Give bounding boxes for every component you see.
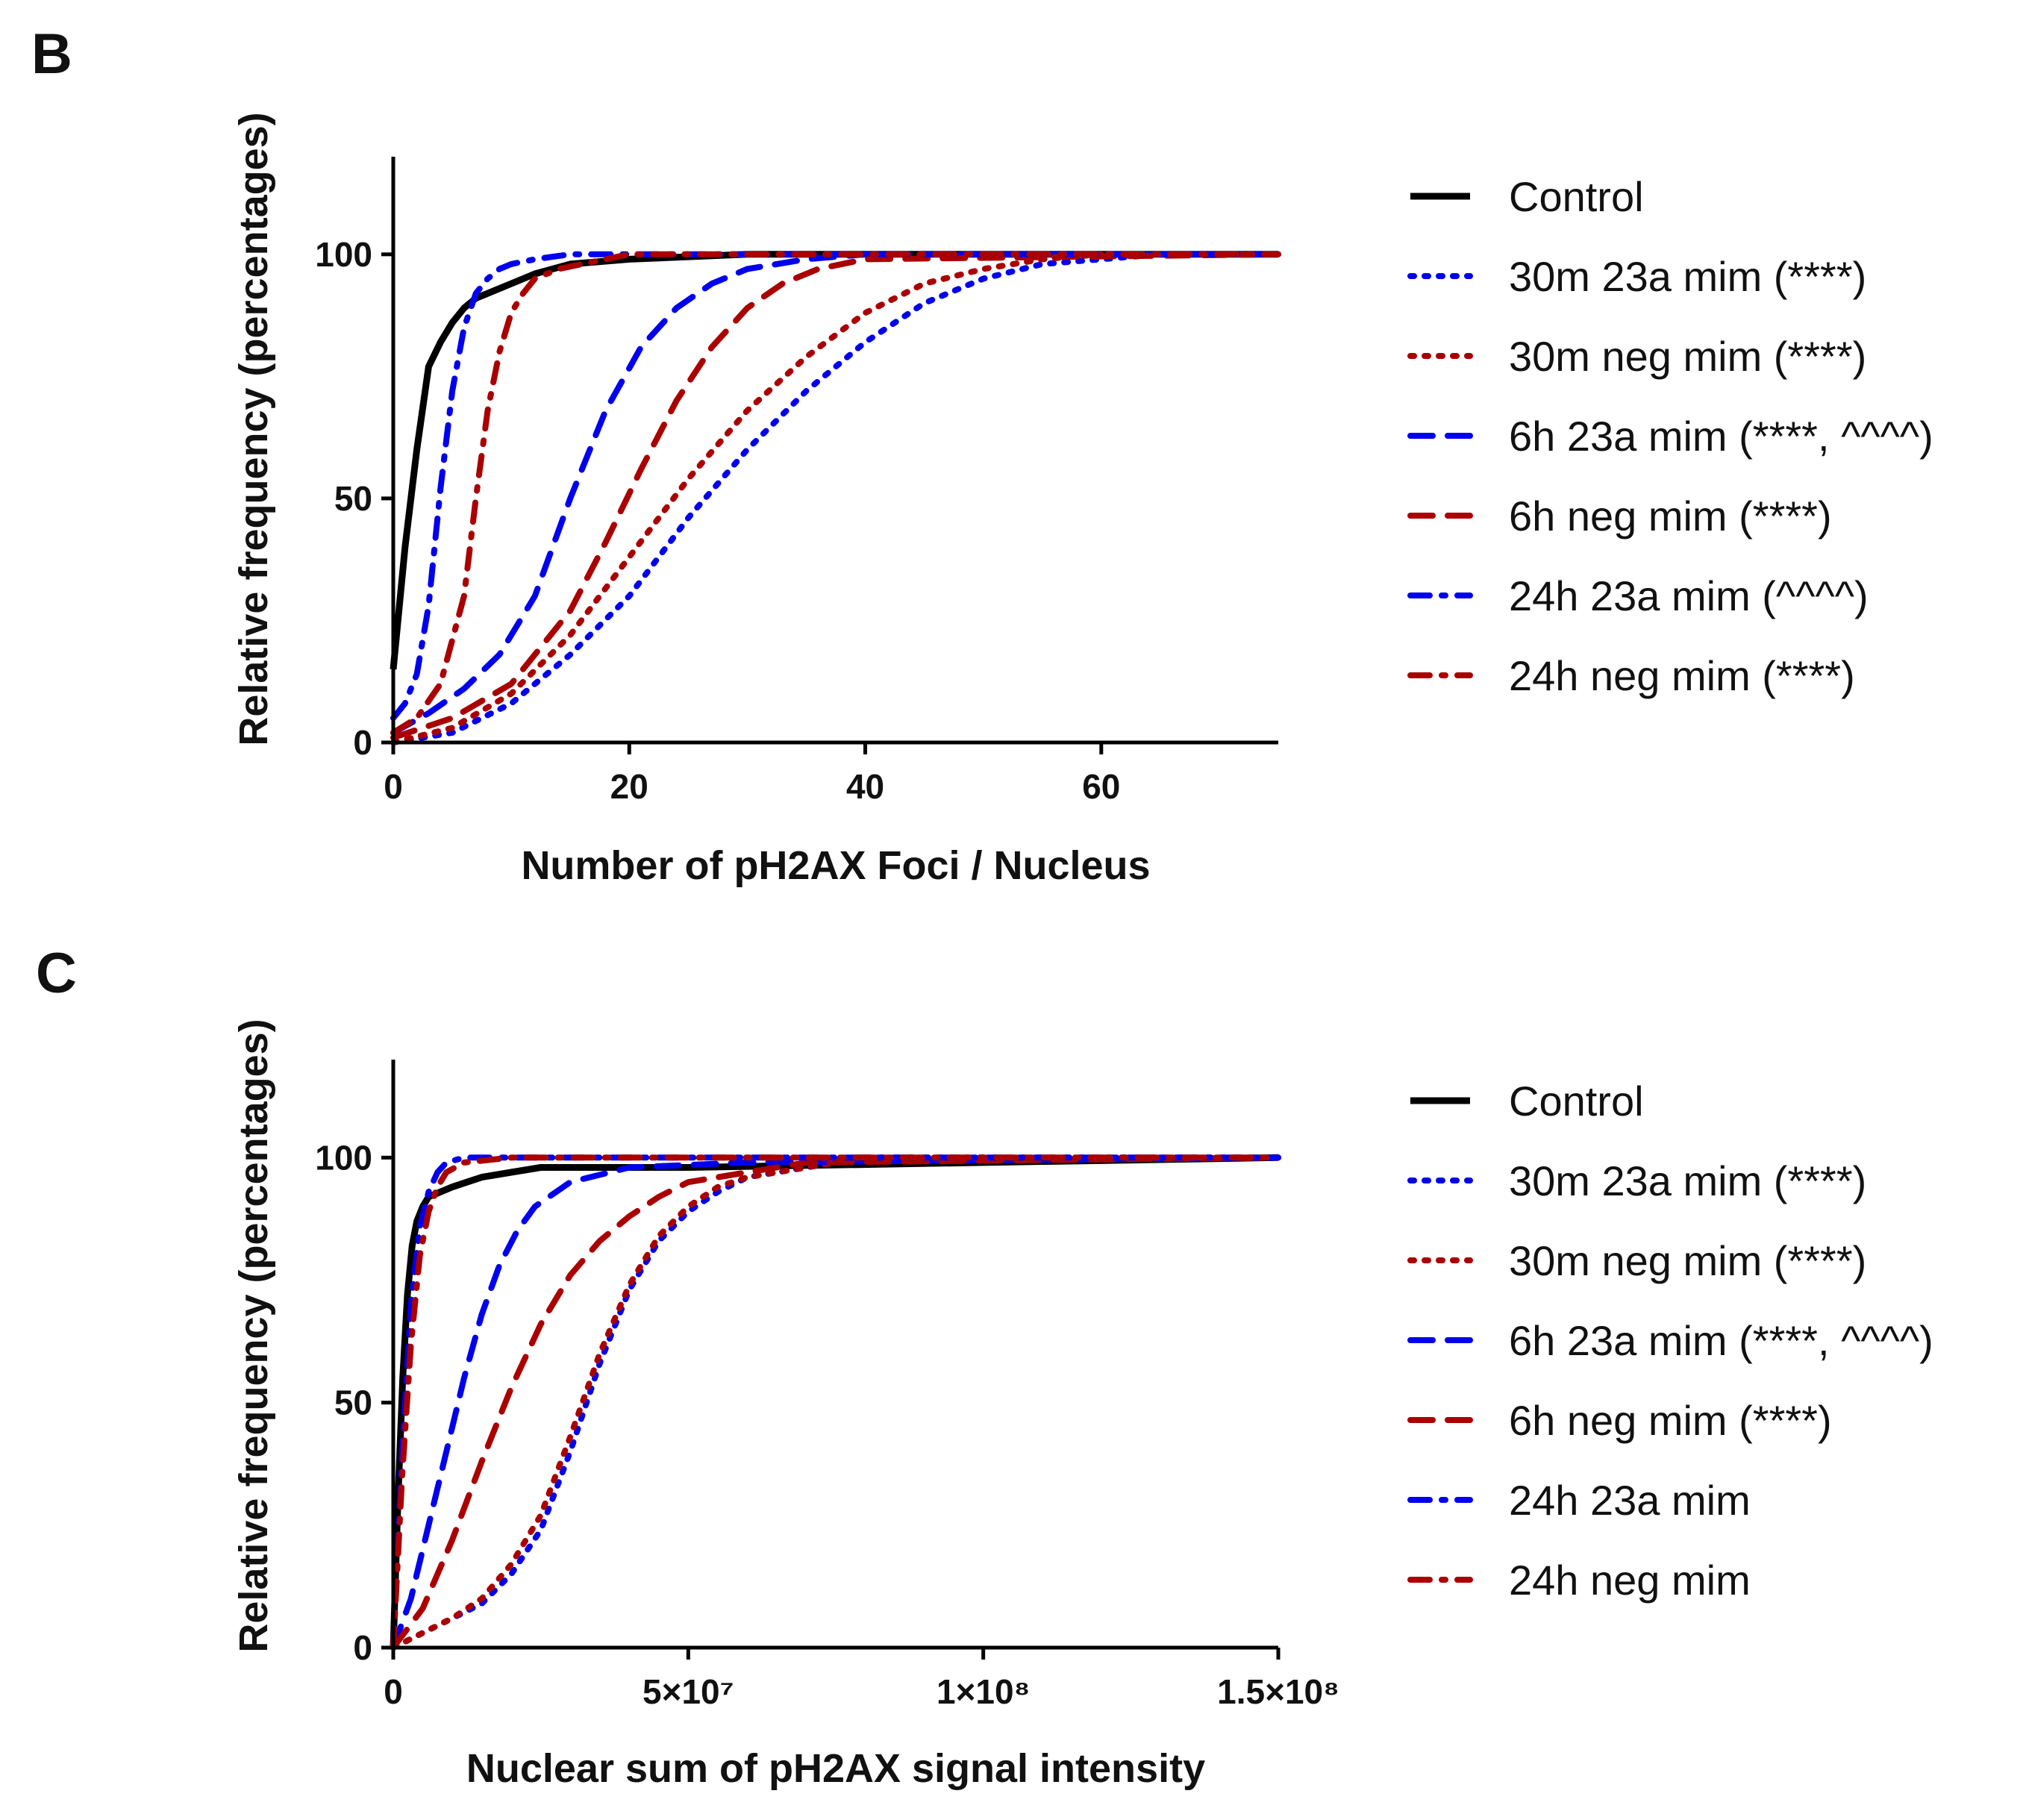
legend-label-control: Control <box>1509 1078 1644 1125</box>
series-line-30m-23a-mim <box>390 251 1281 745</box>
series-line-30m-23a-mim <box>390 1154 1281 1651</box>
legend-label-30m-neg-mim: 30m neg mim (****) <box>1509 333 1866 380</box>
y-tick-label: 0 <box>353 723 372 762</box>
x-tick-label: 5×10⁷ <box>642 1672 734 1711</box>
series-line-24h-23a-mim <box>390 251 1281 722</box>
y-tick-label: 100 <box>315 1138 372 1177</box>
y-tick-label: 0 <box>353 1628 372 1667</box>
series-line-control <box>390 1154 1279 1648</box>
y-axis-title: Relative frequency (percentages) <box>231 112 276 745</box>
legend-label-30m-neg-mim: 30m neg mim (****) <box>1509 1237 1866 1284</box>
x-tick-label: 1.5×10⁸ <box>1217 1672 1339 1711</box>
legend-label-6h-23a-mim: 6h 23a mim (****, ^^^^) <box>1509 413 1933 460</box>
series-line-6h-neg-mim <box>390 1154 1281 1651</box>
chart-b: 0 50 100 0 20 40 60 Number of pH2AX Foci / Nucl… <box>231 112 1933 888</box>
series-line-6h-23a-mim <box>390 251 1281 736</box>
legend: Control 30m 23a mim (****) 30m neg mim (**… <box>1407 1078 1933 1604</box>
legend-label-24h-neg-mim: 24h neg mim <box>1509 1557 1751 1604</box>
legend-label-24h-23a-mim: 24h 23a mim <box>1509 1477 1751 1524</box>
series-line-24h-neg-mim <box>390 1154 1281 1651</box>
legend-label-30m-23a-mim: 30m 23a mim (****) <box>1509 1157 1866 1204</box>
series-line-30m-neg-mim <box>390 1154 1281 1651</box>
series-line-24h-23a-mim <box>390 1154 1281 1651</box>
y-axis-title: Relative frequency (percentages) <box>231 1019 276 1652</box>
x-axis-title: Nuclear sum of pH2AX signal intensity <box>466 1746 1205 1791</box>
x-tick-label: 40 <box>846 767 884 806</box>
legend-label-24h-23a-mim: 24h 23a mim (^^^^) <box>1509 572 1869 619</box>
legend-label-30m-23a-mim: 30m 23a mim (****) <box>1509 253 1866 300</box>
legend-label-24h-neg-mim: 24h neg mim (****) <box>1509 652 1855 699</box>
x-tick-label: 20 <box>610 767 648 806</box>
x-tick-label: 0 <box>384 1672 403 1711</box>
legend-label-control: Control <box>1509 173 1644 220</box>
panel-letter-c: C <box>36 942 77 1005</box>
chart-c: 0 50 100 0 5×10⁷ 1×10⁸ 1.5×10⁸ Nuclear sum of p… <box>231 1019 1933 1791</box>
panel-letter-b: B <box>31 22 72 86</box>
x-tick-label: 1×10⁸ <box>937 1672 1030 1711</box>
series-line-6h-neg-mim <box>390 251 1281 741</box>
series-line-6h-23a-mim <box>390 1154 1281 1651</box>
legend: Control 30m 23a mim (****) 30m neg mim (**… <box>1407 173 1933 699</box>
legend-label-6h-neg-mim: 6h neg mim (****) <box>1509 1397 1832 1444</box>
y-tick-label: 100 <box>315 235 372 274</box>
series-line-30m-neg-mim <box>390 251 1281 745</box>
y-tick-label: 50 <box>334 1383 372 1422</box>
legend-label-6h-23a-mim: 6h 23a mim (****, ^^^^) <box>1509 1317 1933 1364</box>
x-tick-label: 60 <box>1082 767 1120 806</box>
x-tick-label: 0 <box>384 767 403 806</box>
y-tick-label: 50 <box>334 479 372 518</box>
series-line-24h-neg-mim <box>390 251 1281 736</box>
legend-label-6h-neg-mim: 6h neg mim (****) <box>1509 492 1832 540</box>
x-axis-title: Number of pH2AX Foci / Nucleus <box>521 843 1150 888</box>
